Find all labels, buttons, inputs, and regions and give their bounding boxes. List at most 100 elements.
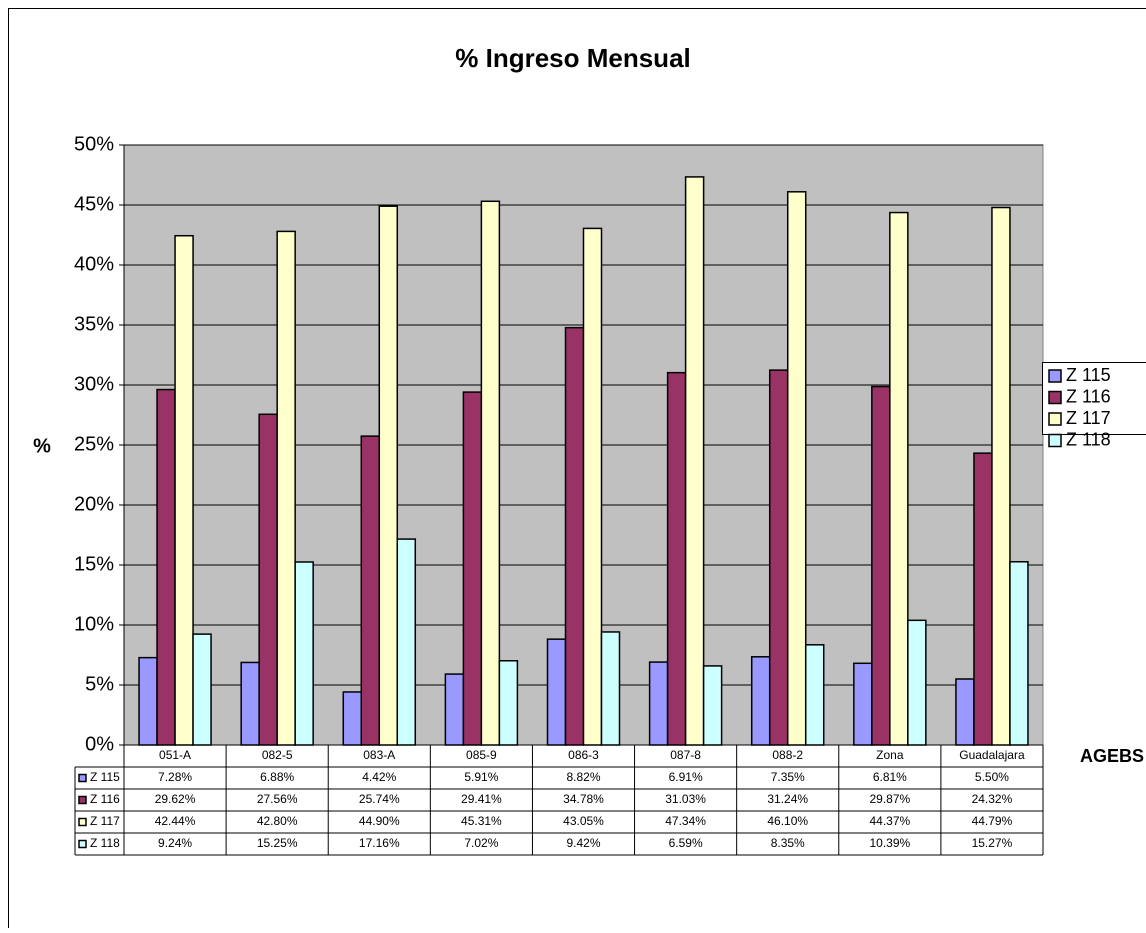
bar	[361, 436, 379, 745]
y-tick-label: 30%	[74, 373, 114, 395]
table-value: 31.24%	[767, 792, 808, 806]
x-tick-label: Guadalajara	[959, 748, 1025, 762]
table-value: 29.87%	[869, 792, 910, 806]
table-value: 4.42%	[362, 770, 396, 784]
table-key	[79, 841, 86, 848]
legend-key	[1049, 392, 1061, 404]
legend-label: Z 116	[1066, 386, 1111, 406]
bar	[890, 213, 908, 745]
bar	[1010, 562, 1028, 745]
table-value: 6.88%	[260, 770, 294, 784]
bar	[992, 208, 1010, 745]
bar	[974, 453, 992, 745]
bar	[175, 236, 193, 745]
bar	[481, 201, 499, 745]
table-value: 42.44%	[155, 814, 196, 828]
bar	[752, 657, 770, 745]
bar	[397, 539, 415, 745]
bar	[295, 562, 313, 745]
table-value: 24.32%	[972, 792, 1013, 806]
table-value: 27.56%	[257, 792, 298, 806]
x-tick-label: 082-5	[262, 748, 293, 762]
table-value: 15.25%	[257, 836, 298, 850]
table-value: 6.81%	[873, 770, 907, 784]
y-tick-label: 35%	[74, 313, 114, 335]
table-value: 44.90%	[359, 814, 400, 828]
bar	[157, 390, 175, 745]
x-tick-label: 085-9	[466, 748, 497, 762]
x-tick-label: 051-A	[159, 748, 191, 762]
bar	[343, 692, 361, 745]
table-value: 47.34%	[665, 814, 706, 828]
table-value: 43.05%	[563, 814, 604, 828]
x-tick-label: 083-A	[363, 748, 395, 762]
table-series-name: Z 115	[90, 770, 120, 784]
bar	[277, 231, 295, 745]
table-value: 5.91%	[464, 770, 498, 784]
x-tick-label: 087-8	[670, 748, 701, 762]
bar	[548, 639, 566, 745]
bar	[788, 192, 806, 745]
table-value: 6.91%	[669, 770, 703, 784]
bar	[584, 228, 602, 745]
y-tick-label: 25%	[74, 433, 114, 455]
table-key	[79, 819, 86, 826]
bar	[872, 387, 890, 745]
x-tick-label: 088-2	[772, 748, 803, 762]
legend-label: Z 118	[1066, 429, 1111, 449]
table-value: 46.10%	[767, 814, 808, 828]
bar	[650, 662, 668, 745]
bar	[668, 373, 686, 745]
table-value: 42.80%	[257, 814, 298, 828]
table-value: 8.35%	[771, 836, 805, 850]
table-value: 34.78%	[563, 792, 604, 806]
x-axis-label: AGEBS	[1080, 746, 1144, 766]
bar	[241, 662, 259, 745]
table-value: 25.74%	[359, 792, 400, 806]
bar	[908, 620, 926, 745]
table-series-name: Z 116	[90, 792, 120, 806]
bar	[139, 658, 157, 745]
table-value: 44.37%	[869, 814, 910, 828]
bar	[463, 392, 481, 745]
table-value: 9.24%	[158, 836, 192, 850]
table-value: 45.31%	[461, 814, 502, 828]
bar	[602, 632, 620, 745]
bar	[566, 328, 584, 745]
table-series-name: Z 117	[90, 814, 120, 828]
bar	[704, 666, 722, 745]
x-tick-label: Zona	[876, 748, 904, 762]
bar	[499, 661, 517, 745]
table-key	[79, 797, 86, 804]
table-key	[79, 775, 86, 782]
table-value: 7.02%	[464, 836, 498, 850]
y-tick-label: 40%	[74, 253, 114, 275]
legend-label: Z 115	[1066, 365, 1111, 385]
bar	[686, 177, 704, 745]
table-series-name: Z 118	[90, 836, 120, 850]
table-value: 7.35%	[771, 770, 805, 784]
bar	[193, 634, 211, 745]
bar	[445, 674, 463, 745]
table-value: 17.16%	[359, 836, 400, 850]
x-tick-label: 086-3	[568, 748, 599, 762]
bar	[956, 679, 974, 745]
table-value: 31.03%	[665, 792, 706, 806]
bar	[806, 645, 824, 745]
bar	[259, 414, 277, 745]
legend-label: Z 117	[1066, 408, 1111, 428]
y-tick-label: 45%	[74, 193, 114, 215]
y-tick-label: 15%	[74, 553, 114, 575]
table-value: 29.62%	[155, 792, 196, 806]
table-value: 6.59%	[669, 836, 703, 850]
legend-key	[1049, 370, 1061, 382]
y-tick-label: 20%	[74, 493, 114, 515]
legend-key	[1049, 435, 1061, 447]
legend-key	[1049, 413, 1061, 425]
table-value: 7.28%	[158, 770, 192, 784]
bar	[770, 370, 788, 745]
table-value: 15.27%	[972, 836, 1013, 850]
y-tick-label: 5%	[85, 673, 114, 695]
table-value: 8.82%	[566, 770, 600, 784]
